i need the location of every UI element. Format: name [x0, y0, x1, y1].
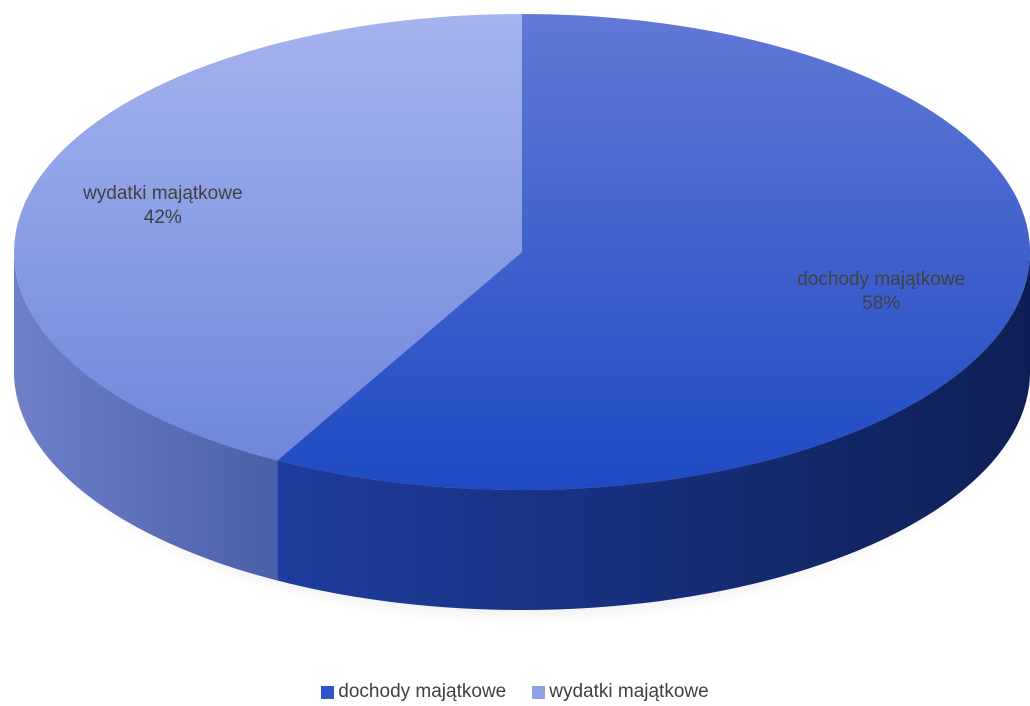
legend-swatch-dochody	[321, 685, 335, 699]
pie-chart: dochody majątkowe 58% wydatki majątkowe 42%	[7, 14, 1030, 625]
slice-percent-wydatki: 42%	[144, 207, 182, 228]
pie-side-wydatki	[14, 252, 278, 581]
pie-slice-dochody	[277, 14, 1030, 490]
slice-label-dochody: dochody majątkowe	[797, 269, 965, 290]
slice-label-wydatki: wydatki majątkowe	[82, 183, 242, 204]
legend-item-dochody: dochody majątkowe	[321, 681, 506, 703]
legend-item-wydatki: wydatki majątkowe	[532, 681, 709, 703]
legend: dochody majątkowe wydatki majątkowe	[0, 681, 1030, 703]
legend-label-dochody: dochody majątkowe	[338, 681, 507, 702]
pie-side-dochody	[277, 252, 1030, 610]
legend-swatch-wydatki	[532, 685, 546, 699]
legend-label-wydatki: wydatki majątkowe	[549, 681, 709, 702]
pie-slice-wydatki	[13, 14, 523, 461]
slice-percent-dochody: 58%	[862, 293, 900, 314]
